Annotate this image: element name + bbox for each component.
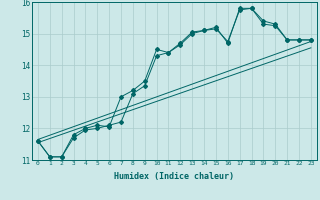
X-axis label: Humidex (Indice chaleur): Humidex (Indice chaleur)	[115, 172, 234, 181]
